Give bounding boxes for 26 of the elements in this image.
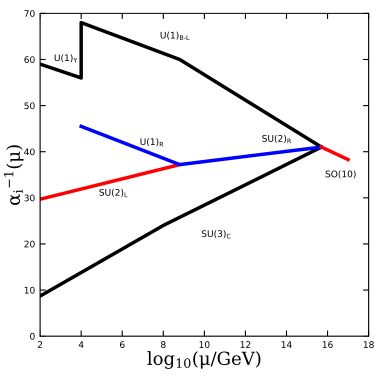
annotation: SU(3)$_{C}$ — [202, 230, 231, 239]
x-tick-label: 12 — [240, 341, 250, 348]
annotation: U(1)$_{Y}$ — [54, 54, 78, 63]
y-tick-label: 40 — [24, 148, 35, 156]
x-tick-label: 8 — [161, 341, 166, 348]
x-tick-label: 6 — [120, 341, 125, 348]
y-tick-label: 0 — [30, 332, 35, 340]
x-tick-label: 10 — [200, 341, 210, 348]
annotation: SO(10) — [326, 170, 356, 178]
y-axis-title: α$_{i}$$^{−1}$(μ) — [4, 145, 24, 205]
y-tick-label: 70 — [24, 10, 35, 17]
x-tick-label: 2 — [38, 341, 42, 348]
x-axis-title: log$_{10}$(μ/GeV) — [147, 351, 260, 369]
y-tick-label: 30 — [24, 194, 35, 202]
x-tick-label: 14 — [282, 341, 292, 348]
x-tick-label: 18 — [364, 341, 374, 348]
annotation: U(1)$_{R}$ — [140, 138, 164, 146]
y-tick-label: 50 — [24, 102, 35, 110]
x-tick-label: 16 — [322, 341, 333, 348]
x-tick-label: 4 — [78, 341, 84, 348]
annotation: SU(2)$_{L}$ — [99, 188, 128, 198]
y-tick-label: 60 — [24, 56, 35, 64]
y-tick-label: 20 — [24, 240, 35, 248]
annotation: SU(2)$_{R}$ — [262, 134, 292, 144]
y-tick-label: 10 — [24, 286, 35, 294]
annotation: U(1)$_{B‐L}$ — [160, 32, 190, 40]
